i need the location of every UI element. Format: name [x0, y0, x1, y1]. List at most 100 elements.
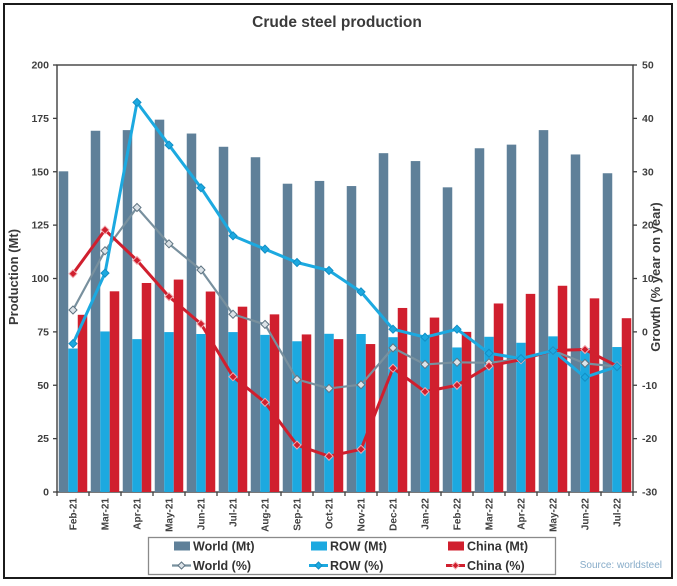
- plot-area: 0 25 50 75 100 125 150 175 200 -30 -20 -10 0 10 20 30 40…: [31, 60, 657, 576]
- x-axis-label-may-21: May-21: [165, 498, 176, 532]
- source-label: Source: worldsteel: [580, 560, 662, 571]
- marker-world-nov-21: [356, 380, 366, 390]
- legend-label-world: World (%): [193, 559, 251, 573]
- marker-row-apr-21: [132, 97, 142, 108]
- marker-row-sep-21: [292, 257, 302, 268]
- bar-row-mt-aug-21: [260, 334, 270, 492]
- bar-china-mt-jan-22: [429, 317, 440, 492]
- bar-china-mt-feb-21: [77, 314, 88, 492]
- right-axis-tick-label: -20: [642, 433, 657, 445]
- marker-row-feb-22: [452, 324, 462, 334]
- legend-box: [147, 536, 557, 576]
- bar-china-mt-jul-22: [621, 318, 632, 492]
- right-axis-tick-label: 20: [642, 220, 654, 232]
- x-axis-label-jan-22: Jan-22: [421, 498, 432, 530]
- x-axis-label-dec-21: Dec-21: [389, 498, 400, 531]
- legend-label-row: ROW (%): [330, 559, 383, 573]
- marker-china-feb-22: [452, 380, 462, 390]
- line-row: [71, 100, 618, 379]
- marker-row-oct-21: [324, 265, 334, 276]
- bar-world-mt-mar-21: [90, 130, 101, 492]
- bar-row-mt-mar-21: [100, 331, 110, 492]
- marker-china-mar-21: [100, 225, 110, 235]
- bar-china-mt-apr-22: [525, 293, 536, 492]
- bar-china-mt-aug-21: [269, 314, 280, 492]
- bar-china-mt-may-21: [173, 279, 184, 492]
- x-axis-label-apr-22: Apr-22: [517, 498, 528, 530]
- marker-row-dec-21: [388, 324, 398, 334]
- marker-world-jul-21: [228, 309, 238, 319]
- bar-row-mt-nov-21: [356, 334, 366, 492]
- marker-china-jun-22: [580, 344, 590, 355]
- bar-row-mt-jun-22: [580, 348, 590, 492]
- bar-row-mt-jul-21: [228, 332, 238, 492]
- marker-china-nov-21: [356, 444, 366, 455]
- bar-world-mt-feb-22: [442, 187, 453, 492]
- marker-china-feb-21: [68, 268, 78, 279]
- marker-world-oct-21: [324, 383, 334, 394]
- marker-china-apr-21: [132, 255, 142, 266]
- marker-world-apr-21: [132, 202, 142, 213]
- bar-row-mt-feb-22: [452, 347, 462, 492]
- x-axis-label-jul-22: Jul-22: [613, 498, 624, 527]
- bar-world-mt-jun-22: [570, 154, 581, 493]
- bar-china-mt-jun-21: [205, 291, 216, 492]
- right-axis-title: Growth (% year on year): [648, 202, 663, 352]
- bar-row-mt-sep-21: [292, 341, 302, 492]
- bar-world-mt-jan-22: [410, 161, 421, 492]
- legend-label-row-mt: ROW (Mt): [330, 540, 387, 554]
- left-axis-tick-label: 50: [37, 380, 49, 392]
- x-axis-label-feb-22: Feb-22: [453, 498, 464, 531]
- left-axis-tick-label: 75: [37, 326, 49, 338]
- bar-china-mt-jun-22: [589, 298, 600, 492]
- right-axis-tick-label: 40: [642, 113, 654, 125]
- marker-row-nov-21: [356, 287, 366, 297]
- left-axis-tick-label: 200: [31, 60, 49, 72]
- legend-marker-china: [451, 561, 460, 570]
- bar-row-mt-dec-21: [388, 337, 398, 492]
- legend-label-china-mt: China (Mt): [467, 540, 528, 554]
- right-axis-tick-label: -10: [642, 380, 657, 392]
- x-axis-label-may-22: May-22: [549, 498, 560, 532]
- marker-world-dec-21: [388, 343, 398, 353]
- x-axis-label-jun-21: Jun-21: [197, 498, 208, 531]
- bar-row-mt-may-21: [164, 332, 174, 492]
- bar-world-mt-apr-21: [122, 130, 133, 492]
- marker-row-jun-21: [196, 183, 206, 193]
- x-axis-label-mar-22: Mar-22: [485, 498, 496, 531]
- bar-row-mt-oct-21: [324, 333, 334, 492]
- bar-world-mt-dec-21: [378, 153, 389, 492]
- marker-china-jul-21: [228, 372, 238, 382]
- bar-world-mt-oct-21: [314, 180, 325, 493]
- bar-china-mt-sep-21: [301, 334, 312, 492]
- bar-china-mt-may-22: [557, 285, 568, 492]
- bar-world-mt-may-22: [538, 130, 549, 492]
- bar-world-mt-nov-21: [346, 186, 357, 492]
- marker-china-mar-22: [484, 361, 494, 371]
- marker-row-feb-21: [68, 338, 78, 349]
- legend-swatch-world-mt: [174, 541, 190, 551]
- right-axis-tick-label: 30: [642, 166, 654, 178]
- x-axis-label-jun-22: Jun-22: [581, 498, 592, 531]
- x-axis-label-feb-21: Feb-21: [69, 498, 80, 531]
- marker-china-jun-21: [196, 319, 206, 329]
- chart-title: Crude steel production: [252, 14, 422, 31]
- marker-china-sep-21: [292, 440, 302, 450]
- marker-world-jun-21: [196, 265, 206, 275]
- marker-china-may-21: [164, 291, 174, 302]
- bar-row-mt-jan-22: [420, 335, 430, 492]
- bar-world-mt-aug-21: [250, 157, 261, 492]
- legend-label-world-mt: World (Mt): [193, 540, 255, 554]
- bar-world-mt-jun-21: [186, 133, 197, 492]
- marker-row-mar-22: [484, 348, 494, 358]
- bar-world-mt-mar-22: [474, 148, 485, 492]
- marker-row-apr-22: [516, 353, 526, 364]
- left-axis-tick-label: 125: [31, 220, 49, 232]
- bar-row-mt-jun-21: [196, 334, 206, 492]
- bar-row-mt-feb-21: [68, 348, 78, 492]
- bar-world-mt-may-21: [154, 119, 165, 492]
- legend-swatch-china-mt: [448, 541, 464, 551]
- marker-row-jul-22: [612, 361, 622, 372]
- bar-china-mt-dec-21: [397, 307, 408, 492]
